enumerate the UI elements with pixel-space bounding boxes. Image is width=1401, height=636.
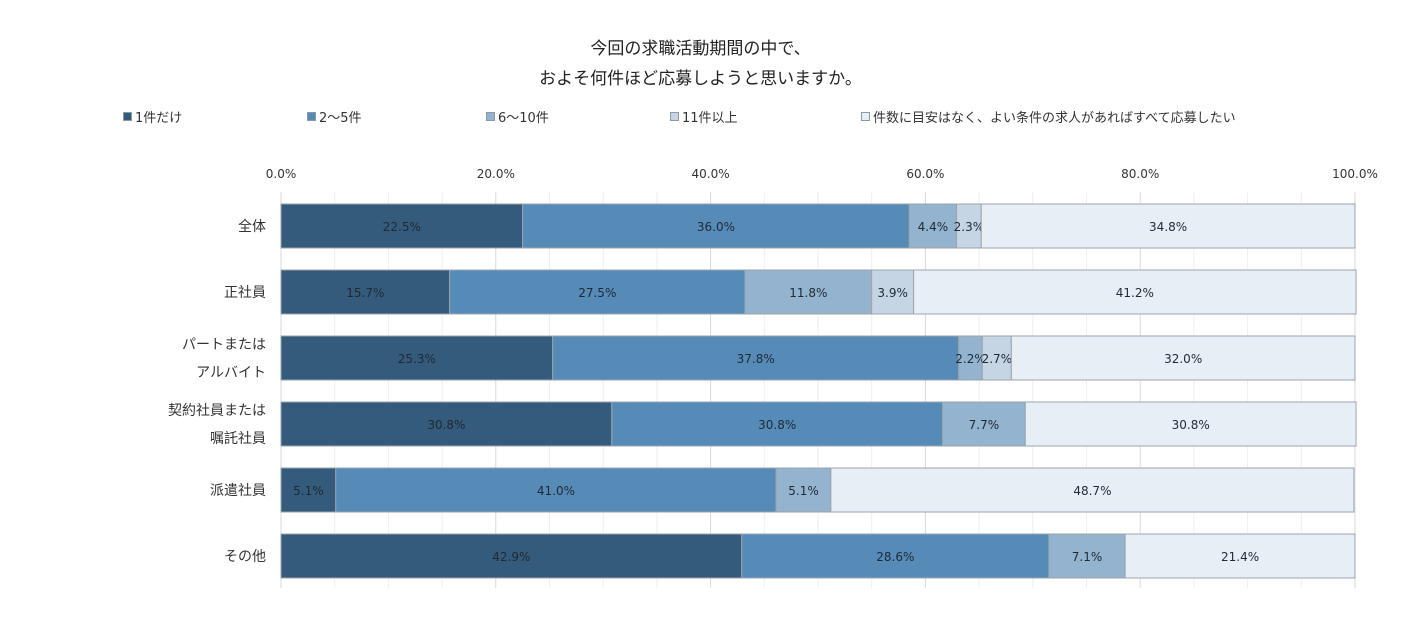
bar-segment: [1124, 533, 1356, 579]
legend-item: 6〜10件: [486, 107, 549, 126]
legend-item: 2〜5件: [307, 107, 362, 126]
category-label: その他: [224, 549, 266, 565]
bar-segment: [552, 335, 960, 381]
category-label: 派遣社員: [210, 483, 266, 499]
bar-segment: [744, 269, 873, 315]
data-label: 21.4%: [1221, 550, 1259, 564]
bar-segment: [280, 533, 743, 579]
data-label: 2.3%: [954, 220, 985, 234]
data-label: 41.2%: [1116, 286, 1154, 300]
bar-segment: [280, 401, 613, 447]
legend-swatch: [307, 112, 316, 121]
data-label: 30.8%: [758, 418, 796, 432]
x-tick-label: 0.0%: [266, 167, 297, 181]
x-tick-label: 20.0%: [477, 167, 515, 181]
data-label: 30.8%: [427, 418, 465, 432]
legend-item: 11件以上: [670, 107, 738, 126]
x-tick-label: 40.0%: [692, 167, 730, 181]
bar-segment: [775, 467, 832, 513]
legend-label: 2〜5件: [319, 111, 362, 126]
bar-segment: [980, 203, 1356, 249]
bar-segment: [981, 335, 1012, 381]
bar-segment: [1048, 533, 1126, 579]
bar-segment: [280, 269, 451, 315]
legend-item: 件数に目安はなく、よい条件の求人があればすべて応募したい: [861, 107, 1236, 126]
data-label: 2.2%: [955, 352, 986, 366]
data-label: 2.7%: [982, 352, 1013, 366]
data-label: 25.3%: [398, 352, 436, 366]
x-tick-label: 60.0%: [906, 167, 944, 181]
legend-label: 件数に目安はなく、よい条件の求人があればすべて応募したい: [873, 111, 1236, 126]
bar-segment: [913, 269, 1357, 315]
bar-segment: [942, 401, 1026, 447]
data-label: 11.8%: [789, 286, 827, 300]
data-label: 3.9%: [877, 286, 908, 300]
data-label: 7.7%: [969, 418, 1000, 432]
chart-title-line-2: およそ何件ほど応募しようと思いますか。: [539, 69, 862, 89]
category-label: アルバイト: [196, 365, 266, 381]
data-label: 4.4%: [918, 220, 949, 234]
bar-segment: [1024, 401, 1357, 447]
legend-label: 6〜10件: [498, 111, 549, 126]
data-label: 5.1%: [788, 484, 819, 498]
data-label: 28.6%: [876, 550, 914, 564]
legend-swatch: [861, 112, 870, 121]
data-label: 37.8%: [737, 352, 775, 366]
category-label: 嘱託社員: [210, 431, 266, 447]
data-label: 41.0%: [537, 484, 575, 498]
bar-segment: [908, 203, 958, 249]
bar-segment: [1010, 335, 1356, 381]
data-label: 22.5%: [383, 220, 421, 234]
legend-label: 11件以上: [682, 111, 738, 126]
data-label: 36.0%: [697, 220, 735, 234]
legend-swatch: [486, 112, 495, 121]
category-label: 正社員: [224, 285, 266, 301]
bar-segment: [956, 203, 982, 249]
data-label: 30.8%: [1172, 418, 1210, 432]
x-tick-label: 80.0%: [1121, 167, 1159, 181]
data-label: 48.7%: [1073, 484, 1111, 498]
data-label: 34.8%: [1149, 220, 1187, 234]
legend-label: 1件だけ: [135, 111, 183, 126]
legend-swatch: [123, 112, 132, 121]
chart-title-line-1: 今回の求職活動期間の中で、: [590, 39, 811, 59]
x-tick-label: 100.0%: [1332, 167, 1378, 181]
data-label: 32.0%: [1164, 352, 1202, 366]
category-label: パートまたは: [182, 337, 266, 353]
category-label: 契約社員または: [168, 403, 266, 419]
legend-item: 1件だけ: [123, 107, 182, 126]
data-label: 42.9%: [492, 550, 530, 564]
category-label: 全体: [238, 218, 266, 235]
data-label: 15.7%: [346, 286, 384, 300]
bar-segment: [335, 467, 777, 513]
bar-segment: [741, 533, 1050, 579]
data-label: 27.5%: [578, 286, 616, 300]
bar-segment: [830, 467, 1355, 513]
bar-segment: [611, 401, 944, 447]
data-label: 5.1%: [293, 484, 324, 498]
bar-segment: [871, 269, 915, 315]
legend-swatch: [670, 112, 679, 121]
data-label: 7.1%: [1072, 550, 1103, 564]
bar-segment: [280, 335, 554, 381]
